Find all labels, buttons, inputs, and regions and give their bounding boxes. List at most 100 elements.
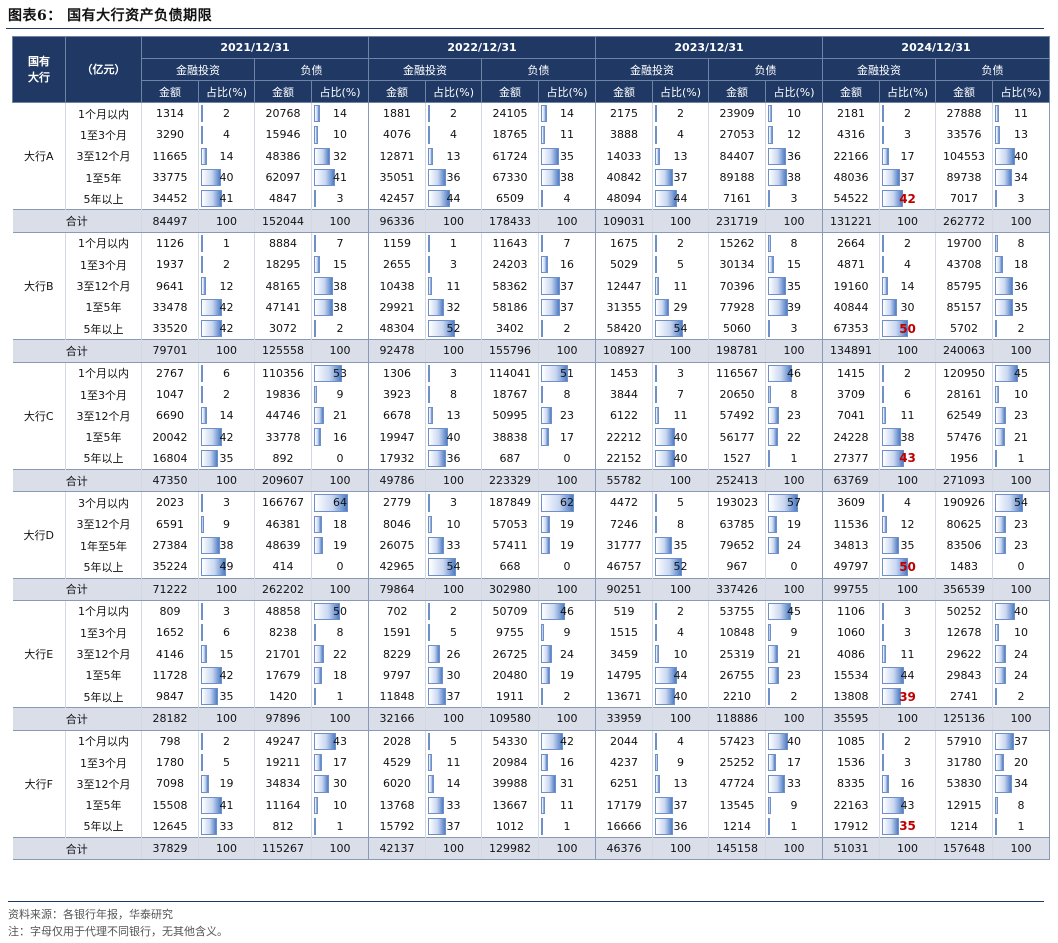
amount-cell: 34452: [141, 188, 199, 210]
share-bar: [201, 319, 223, 338]
amount-cell: 110356: [254, 361, 312, 384]
share-header: 占比(%): [765, 80, 824, 103]
share-bar: [995, 753, 1005, 772]
tenor-label: 1个月以内: [65, 729, 142, 752]
share-value: 4: [904, 496, 912, 510]
share-bar: [882, 126, 885, 144]
amount-cell: 27377: [822, 447, 881, 470]
amount-cell: 19211: [254, 751, 312, 774]
share-cell: 11: [879, 405, 937, 427]
bank-name: 大行A: [12, 101, 66, 210]
share-cell: 24: [992, 664, 1051, 687]
share-value: 41: [219, 798, 234, 812]
share-value: 3: [904, 128, 912, 142]
tenor-label: 3至12个月: [65, 405, 142, 427]
year-header-2: 2023/12/31: [595, 36, 824, 59]
share-cell: 2: [198, 254, 255, 276]
share-cell: 2: [992, 317, 1051, 340]
share-cell: 1: [765, 815, 824, 838]
share-cell: 23: [765, 405, 824, 427]
amount-cell: 2655: [368, 254, 427, 276]
share-bar: [428, 428, 449, 446]
share-value: 3: [336, 192, 344, 206]
share-bar: [768, 234, 771, 253]
share-bar: [428, 817, 447, 836]
share-bar: [201, 385, 203, 404]
share-bar: [201, 688, 219, 706]
header-row-years: 国有 大行 （亿元） 2021/12/31 2022/12/31 2023/12/31 20…: [12, 36, 1051, 103]
share-value: 35: [900, 539, 915, 553]
share-value: 2: [904, 107, 912, 121]
share-bar: [201, 256, 203, 274]
share-value: 41: [219, 192, 234, 206]
share-value: 11: [560, 128, 575, 142]
amount-cell: 19947: [368, 426, 427, 448]
share-cell: 40: [652, 426, 710, 448]
share-value: 12: [787, 128, 802, 142]
amount-cell: 79864: [368, 577, 427, 601]
amount-cell: 35595: [822, 707, 881, 731]
amount-cell: 23909: [708, 102, 767, 125]
amount-cell: 50995: [481, 405, 540, 427]
share-cell: 36: [652, 815, 710, 838]
share-cell: 35: [652, 534, 710, 557]
amount-cell: 190926: [935, 491, 994, 514]
amount-cell: 9755: [481, 622, 540, 644]
share-value: 21: [1014, 430, 1029, 444]
share-value: 20: [1014, 756, 1029, 770]
share-value: 3: [450, 258, 458, 272]
share-value: 44: [446, 192, 461, 206]
share-value: 10: [333, 128, 347, 142]
share-cell: 38: [311, 275, 370, 297]
amount-cell: 1956: [935, 447, 994, 470]
share-cell: 38: [538, 166, 597, 189]
amount-cell: 1012: [481, 815, 540, 838]
share-bar: [314, 817, 316, 836]
share-cell: 35: [879, 534, 937, 557]
share-value: 14: [560, 107, 575, 121]
table-row: 3至12个月 9641 12 48165 38 10438 11 58362 37 12447 11…: [13, 275, 1051, 297]
amount-cell: 1420: [254, 686, 312, 708]
share-bar: [541, 298, 560, 316]
share-value: 17: [560, 430, 575, 444]
share-cell: 40: [765, 729, 824, 752]
amount-cell: 152044: [254, 209, 312, 233]
share-cell: 100: [652, 469, 710, 493]
amount-cell: 47141: [254, 296, 312, 318]
share-cell: 18: [311, 664, 370, 687]
share-bar: [428, 515, 432, 533]
share-value: 2: [904, 734, 912, 748]
amount-cell: 1652: [141, 622, 199, 644]
share-cell: 1: [425, 231, 483, 255]
share-bar: [541, 753, 548, 772]
tenor-label: 1至3个月: [65, 254, 142, 276]
amount-cell: 97896: [254, 707, 312, 731]
share-bar: [314, 147, 330, 165]
share-cell: 100: [879, 209, 937, 233]
share-cell: 52: [652, 556, 710, 579]
share-value: 0: [336, 560, 344, 574]
amount-cell: 2175: [595, 102, 654, 125]
share-cell: 37: [992, 729, 1051, 752]
amount-header: 金额: [595, 80, 654, 103]
share-value: 8: [563, 388, 571, 401]
share-bar: [768, 364, 792, 382]
share-value: 37: [560, 279, 575, 293]
share-value: 4: [677, 128, 685, 142]
corner-header: 国有 大行: [12, 36, 66, 103]
amount-cell: 13545: [708, 794, 767, 816]
share-bar: [428, 234, 431, 253]
bank-name: 大行F: [12, 729, 66, 838]
amount-cell: 42457: [368, 188, 427, 210]
share-cell: 4: [425, 124, 483, 146]
share-bar: [201, 796, 222, 814]
share-value: 38: [333, 300, 347, 314]
amount-cell: 108927: [595, 339, 654, 363]
table-row: 1至3个月 1780 5 19211 17 4529 11 20984 16 4237 9 25252…: [13, 751, 1051, 774]
share-bar: [201, 732, 203, 750]
share-value: 6: [223, 626, 230, 640]
share-value: 49: [219, 560, 234, 574]
amount-cell: 3844: [595, 383, 654, 406]
share-cell: 2: [765, 686, 824, 708]
amount-cell: 48304: [368, 317, 427, 340]
